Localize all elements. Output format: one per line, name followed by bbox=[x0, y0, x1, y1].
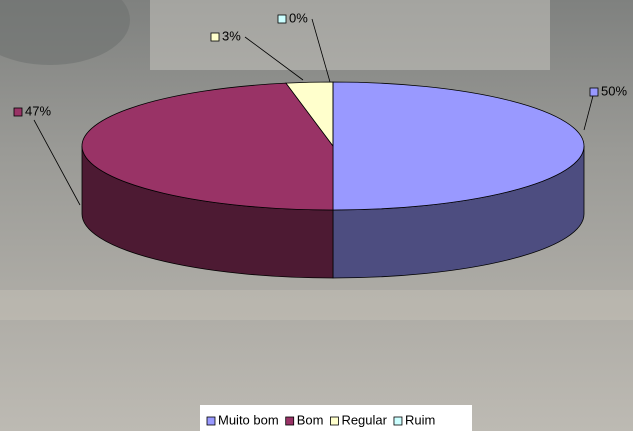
slice bbox=[332, 81, 585, 211]
background-patch bbox=[0, 0, 130, 65]
legend-swatch bbox=[206, 416, 216, 426]
leader-line bbox=[311, 18, 331, 83]
leader-line bbox=[583, 91, 595, 131]
label-swatch bbox=[589, 87, 599, 97]
legend-swatch bbox=[285, 416, 295, 426]
legend-label: Muito bom bbox=[218, 412, 279, 427]
slice bbox=[81, 82, 334, 211]
label-swatch bbox=[210, 32, 220, 42]
leader-line bbox=[244, 36, 304, 81]
data-label: 50% bbox=[601, 83, 627, 98]
background-patch bbox=[150, 0, 550, 70]
data-label: 3% bbox=[222, 28, 241, 43]
leader-line bbox=[33, 119, 81, 206]
label-swatch bbox=[277, 14, 287, 24]
background-patch bbox=[0, 290, 633, 320]
data-label: 0% bbox=[289, 10, 308, 25]
legend-label: Regular bbox=[341, 412, 387, 427]
data-label: 47% bbox=[25, 103, 51, 118]
legend-swatch bbox=[393, 416, 403, 426]
legend-swatch bbox=[330, 416, 339, 426]
legend-label: Bom bbox=[297, 412, 324, 427]
label-swatch bbox=[13, 107, 23, 117]
legend-label: Ruim bbox=[405, 412, 435, 427]
